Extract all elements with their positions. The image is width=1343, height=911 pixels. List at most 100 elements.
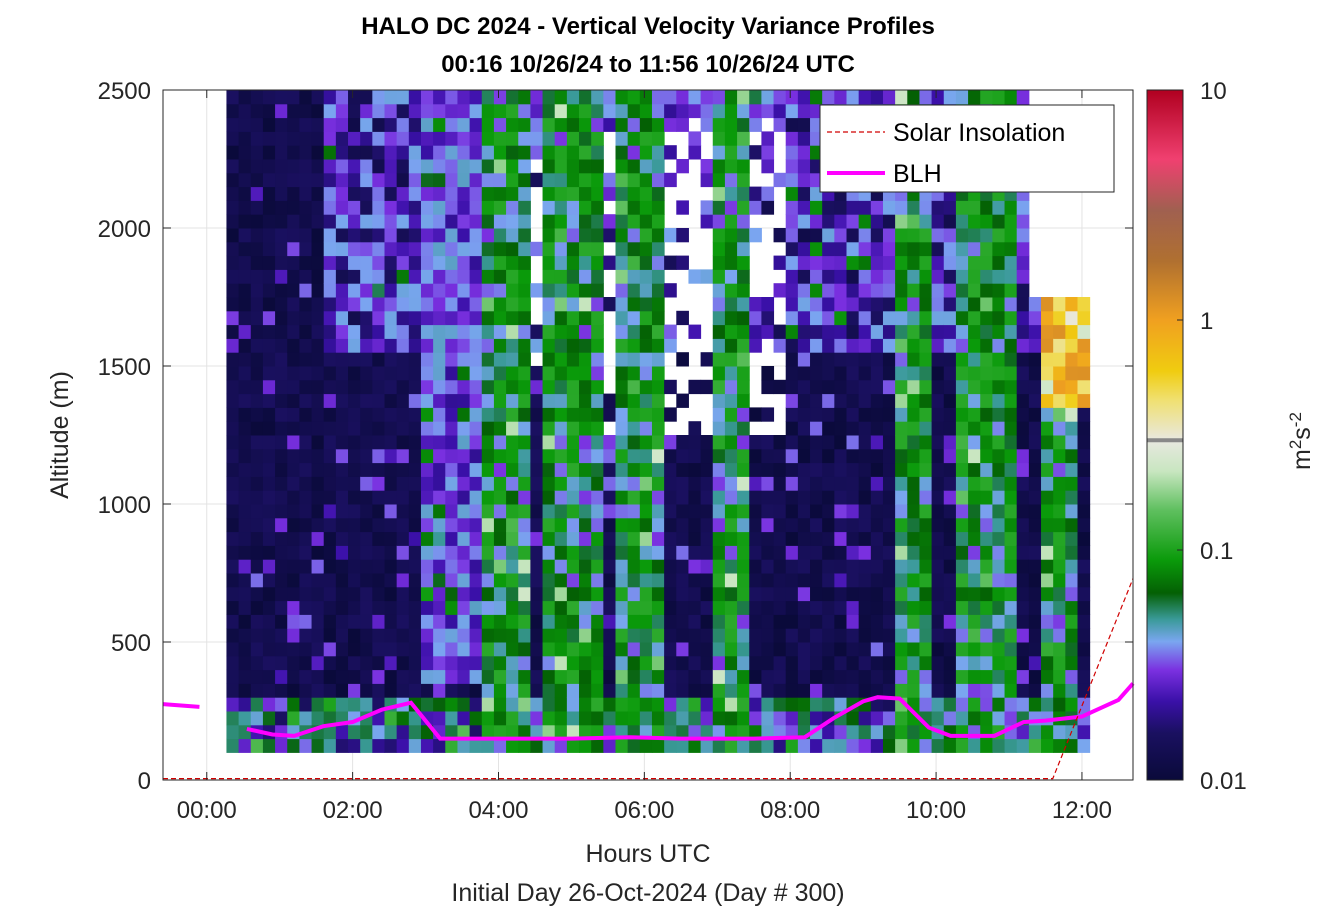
heatmap-cell — [591, 186, 604, 201]
heatmap-cell — [335, 669, 349, 684]
heatmap-cell — [858, 490, 872, 505]
heatmap-cell — [311, 90, 325, 105]
heatmap-cell — [262, 186, 276, 201]
heatmap-cell — [396, 476, 410, 491]
heatmap-cell — [712, 573, 726, 588]
heatmap-cell — [651, 172, 665, 188]
heatmap-cell — [275, 269, 288, 284]
heatmap-cell — [980, 352, 993, 367]
heatmap-cell — [810, 600, 823, 615]
heatmap-cell — [542, 366, 556, 381]
heatmap-cell — [372, 228, 385, 243]
heatmap-cell — [445, 683, 458, 698]
heatmap-cell — [262, 90, 276, 105]
heatmap-cell — [992, 241, 1006, 257]
heatmap-cell — [627, 310, 641, 326]
heatmap-cell — [943, 435, 957, 450]
heatmap-cell — [1041, 614, 1054, 629]
heatmap-cell — [724, 117, 738, 132]
heatmap-cell — [858, 628, 872, 643]
heatmap-cell — [481, 490, 495, 505]
heatmap-cell — [712, 421, 726, 436]
heatmap-cell — [566, 545, 580, 560]
heatmap-cell — [737, 407, 750, 422]
heatmap-cell — [651, 103, 665, 119]
heatmap-cell — [420, 517, 434, 533]
heatmap-cell — [408, 200, 422, 215]
heatmap-cell — [445, 366, 458, 381]
heatmap-cell — [1041, 379, 1054, 395]
heatmap-cell — [834, 655, 847, 671]
heatmap-cell — [955, 545, 969, 560]
heatmap-cell — [651, 214, 665, 229]
heatmap-cell — [724, 642, 738, 657]
heatmap-cell — [955, 655, 969, 671]
heatmap-cell — [493, 545, 507, 560]
heatmap-cell — [919, 531, 933, 546]
heatmap-cell — [433, 462, 446, 477]
heatmap-cell — [822, 490, 835, 505]
heatmap-cell — [566, 214, 580, 229]
heatmap-cell — [384, 628, 398, 643]
heatmap-cell — [420, 669, 434, 684]
heatmap-cell — [822, 504, 835, 519]
heatmap-cell — [676, 586, 689, 602]
heatmap-cell — [275, 628, 288, 643]
heatmap-cell — [810, 517, 823, 533]
heatmap-cell — [335, 379, 349, 395]
heatmap-cell — [566, 490, 580, 505]
heatmap-cell — [955, 269, 969, 284]
heatmap-cell — [895, 338, 908, 353]
heatmap-cell — [1041, 297, 1054, 312]
heatmap-cell — [700, 655, 714, 671]
heatmap-cell — [992, 476, 1006, 491]
heatmap-cell — [360, 697, 373, 712]
heatmap-cell — [481, 172, 495, 188]
heatmap-cell — [262, 600, 276, 615]
heatmap-cell — [250, 200, 264, 215]
heatmap-cell — [372, 255, 385, 270]
heatmap-cell — [323, 504, 337, 519]
heatmap-cell — [627, 435, 641, 450]
heatmap-cell — [773, 531, 787, 546]
heatmap-cell — [591, 324, 604, 339]
heatmap-cell — [639, 283, 653, 298]
heatmap-cell — [895, 642, 908, 657]
heatmap-cell — [348, 324, 361, 339]
heatmap-cell — [1077, 614, 1091, 629]
heatmap-cell — [810, 655, 823, 671]
heatmap-cell — [360, 269, 373, 284]
heatmap-cell — [712, 338, 726, 353]
heatmap-cell — [724, 269, 738, 284]
heatmap-cell — [238, 711, 252, 726]
heatmap-cell — [882, 297, 896, 312]
heatmap-cell — [250, 531, 264, 546]
heatmap-cell — [481, 669, 495, 684]
heatmap-cell — [603, 186, 616, 201]
heatmap-cell — [907, 200, 920, 215]
heatmap-cell — [287, 283, 300, 298]
heatmap-cell — [287, 131, 300, 146]
heatmap-cell — [384, 352, 398, 367]
heatmap-cell — [506, 586, 519, 602]
heatmap-cell — [226, 711, 240, 726]
heatmap-cell — [335, 131, 349, 146]
heatmap-cell — [761, 517, 775, 533]
heatmap-cell — [846, 407, 860, 422]
heatmap-cell — [481, 269, 495, 284]
heatmap-cell — [895, 462, 908, 477]
heatmap-cell — [822, 738, 835, 753]
heatmap-cell — [469, 90, 483, 105]
heatmap-cell — [457, 531, 471, 546]
heatmap-cell — [737, 283, 750, 298]
heatmap-cell — [785, 324, 799, 339]
heatmap-cell — [968, 655, 981, 671]
heatmap-cell — [664, 255, 677, 270]
heatmap-cell — [360, 421, 373, 436]
heatmap-cell — [396, 435, 410, 450]
heatmap-cell — [943, 738, 957, 753]
heatmap-cell — [396, 421, 410, 436]
heatmap-cell — [822, 559, 835, 574]
heatmap-cell — [1053, 310, 1066, 326]
x-tick-label: 06:00 — [614, 797, 674, 824]
